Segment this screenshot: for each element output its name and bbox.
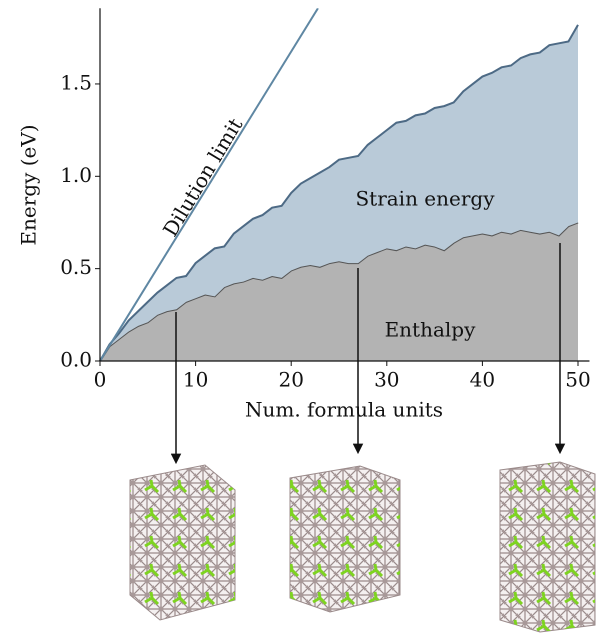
structure-medium (289, 465, 401, 613)
structure-large (499, 461, 596, 633)
y-tick-label: 1.5 (60, 70, 92, 94)
structure-small (129, 464, 236, 621)
y-tick-label: 0.0 (60, 348, 92, 372)
y-tick-label: 1.0 (60, 163, 92, 187)
reference-line (100, 8, 319, 362)
annotation: Dilution limit (158, 114, 247, 241)
x-tick-label: 30 (374, 368, 399, 392)
x-axis-label: Num. formula units (245, 398, 443, 422)
y-tick-label: 0.5 (60, 255, 92, 279)
annotation: Strain energy (355, 187, 495, 211)
x-tick-label: 0 (94, 368, 107, 392)
plot-area: Dilution limit Strain energy Enthalpy 0.0 0.… (60, 8, 591, 392)
annotation: Enthalpy (385, 318, 477, 342)
x-tick-label: 20 (278, 368, 303, 392)
y-axis-label: Energy (eV) (17, 124, 41, 245)
area-line (99, 24, 579, 362)
area-fill (100, 24, 578, 361)
x-tick-label: 40 (470, 368, 495, 392)
area-fill (100, 222, 578, 361)
x-tick-label: 50 (565, 368, 590, 392)
x-tick-label: 10 (183, 368, 208, 392)
